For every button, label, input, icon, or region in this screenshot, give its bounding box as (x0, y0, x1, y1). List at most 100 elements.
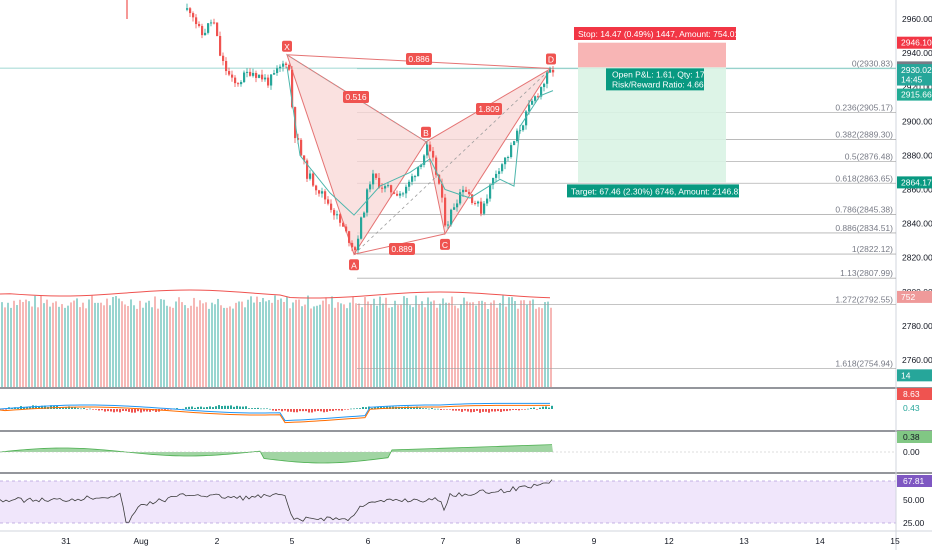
volume-bar (112, 296, 114, 387)
macd-histogram-bar (275, 409, 277, 411)
volume-bar (124, 304, 126, 387)
volume-bar (421, 301, 423, 387)
pattern-ratio-label: 0.889 (391, 244, 413, 254)
time-tick-label: 6 (366, 536, 371, 546)
volume-bar (361, 307, 363, 387)
macd-histogram-bar (176, 408, 178, 409)
macd-histogram-bar (536, 409, 538, 410)
volume-bar (304, 304, 306, 387)
time-tick-label: 5 (290, 536, 295, 546)
price-tick-label: 2760.00 (902, 355, 932, 365)
oscillator-badge (897, 431, 932, 443)
volume-bar (514, 301, 516, 387)
volume-bar (373, 298, 375, 387)
volume-bar (322, 300, 324, 387)
macd-histogram-bar (227, 405, 229, 409)
macd-histogram-bar (413, 407, 415, 409)
macd-histogram-bar (233, 406, 235, 409)
volume-bar (187, 308, 189, 387)
volume-bar (535, 308, 537, 387)
candle-body (507, 157, 510, 159)
candle-body (222, 55, 225, 61)
volume-bar (475, 305, 477, 387)
macd-histogram-bar (410, 406, 412, 409)
volume-bar (325, 297, 327, 387)
candle-body (261, 74, 264, 80)
candle-body (327, 199, 330, 204)
target-label-box (567, 184, 739, 198)
volume-bar (487, 308, 489, 387)
macd-histogram-bar (77, 408, 79, 409)
macd-histogram-bar (83, 408, 85, 409)
macd-histogram-bar (125, 409, 127, 412)
macd-histogram-bar (326, 409, 328, 412)
macd-histogram-bar (59, 407, 61, 409)
volume-bar (397, 305, 399, 387)
volume-bar (406, 297, 408, 387)
macd-histogram-bar (41, 405, 43, 409)
macd-histogram-bar (530, 407, 532, 409)
macd-histogram-bar (455, 409, 457, 411)
pattern-point-badge (546, 53, 556, 65)
price-tick-label: 2780.00 (902, 321, 932, 331)
macd-histogram-bar (323, 409, 325, 413)
candle-body (204, 32, 207, 36)
long-position-tool[interactable]: Stop: 14.47 (0.49%) 1447, Amount: 754.01… (567, 27, 743, 198)
volume-bar (499, 302, 501, 387)
volume-bar (157, 308, 159, 387)
macd-histogram-bar (281, 409, 283, 412)
candle-body (297, 138, 300, 140)
volume-bar (319, 304, 321, 387)
macd-histogram-bar (35, 405, 37, 409)
volume-bar (13, 300, 15, 387)
macd-histogram-bar (182, 408, 184, 410)
macd-histogram-bar (461, 409, 463, 412)
macd-histogram-bar (533, 407, 535, 409)
fib-level-label: 0(2930.83) (852, 59, 893, 69)
macd-histogram-bar (131, 409, 133, 413)
stop-label-box (574, 27, 736, 40)
fib-level-label: 0.886(2834.51) (835, 223, 893, 233)
macd-histogram-bar (518, 409, 520, 411)
macd-histogram-bar (2, 409, 4, 410)
macd-histogram-bar (314, 409, 316, 412)
candle-body (186, 8, 189, 10)
pattern-ratio-label: 0.886 (408, 54, 430, 64)
macd-histogram-bar (419, 407, 421, 409)
macd-histogram-bar (479, 409, 481, 413)
candle-body (492, 177, 495, 185)
volume-bar (175, 301, 177, 387)
volume-bar (22, 302, 24, 387)
volume-bar (196, 306, 198, 387)
price-badge-label: 14 (901, 370, 911, 380)
volume-bar (244, 307, 246, 387)
candle-body (396, 193, 399, 196)
volume-bar (253, 302, 255, 387)
candle-body (264, 77, 267, 80)
macd-histogram-bar (443, 409, 445, 410)
volume-bar (106, 298, 108, 387)
pattern-ratio-label: 0.516 (345, 92, 367, 102)
price-badge-label: 2864.17 (901, 177, 932, 187)
volume-bar (346, 308, 348, 387)
macd-histogram-bar (299, 409, 301, 412)
candle-body (519, 130, 522, 132)
macd-histogram-bar (62, 407, 64, 409)
candle-body (237, 83, 240, 85)
macd-histogram-bar (242, 406, 244, 409)
candle-body (429, 144, 432, 151)
volume-bar (448, 302, 450, 387)
volume-bar (214, 304, 216, 387)
price-badge-label: 752 (901, 292, 915, 302)
candle-body (324, 191, 327, 200)
volume-bar (139, 300, 141, 387)
oscillator-badge (897, 446, 932, 458)
macd-histogram-bar (440, 409, 442, 410)
macd-histogram-bar (245, 406, 247, 409)
volume-bar (28, 301, 30, 387)
fib-level-label: 1.618(2754.94) (835, 359, 893, 369)
candle-body (330, 203, 333, 210)
price-badge-label: 2915.66 (901, 90, 932, 100)
macd-histogram-bar (26, 406, 28, 409)
